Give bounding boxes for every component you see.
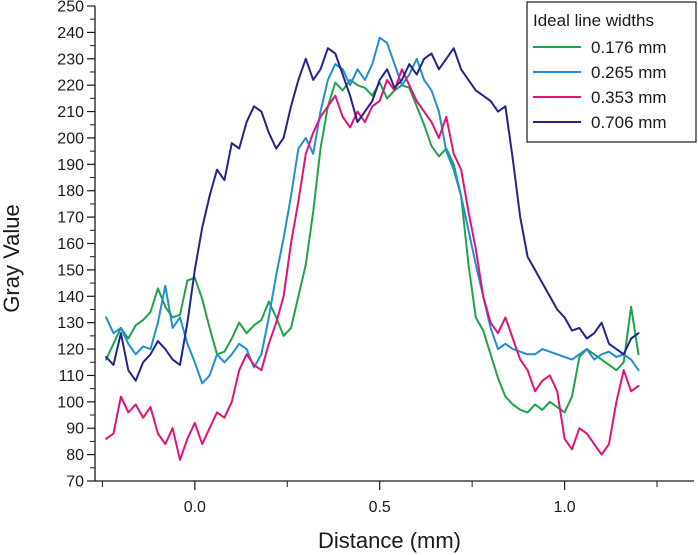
series-line-4 [105, 47, 640, 382]
x-axis-title: Distance (mm) [318, 528, 461, 553]
legend-title: Ideal line widths [533, 11, 654, 30]
x-tick-label: 0.0 [184, 499, 206, 516]
y-tick-label: 100 [57, 394, 84, 411]
legend-label-2: 0.265 mm [591, 63, 667, 82]
x-tick-label: 0.5 [369, 499, 391, 516]
y-tick-label: 150 [57, 262, 84, 279]
y-tick-label: 70 [66, 474, 84, 491]
series-layer [105, 36, 640, 461]
y-axis-title: Gray Value [0, 204, 24, 312]
legend-label-3: 0.353 mm [591, 88, 667, 107]
y-tick-label: 210 [57, 104, 84, 121]
y-tick-label: 250 [57, 0, 84, 16]
legend-label-1: 0.176 mm [591, 38, 667, 57]
y-tick-label: 240 [57, 25, 84, 42]
y-tick-label: 230 [57, 51, 84, 68]
x-tick-label: 1.0 [553, 499, 575, 516]
y-tick-label: 160 [57, 236, 84, 253]
series-line-3 [105, 68, 640, 461]
series-line-2 [105, 36, 640, 385]
legend: Ideal line widths 0.176 mm 0.265 mm 0.353 m… [526, 1, 697, 143]
y-tick-label: 200 [57, 130, 84, 147]
y-tick-label: 180 [57, 183, 84, 200]
y-tick-label: 170 [57, 210, 84, 227]
y-tick-label: 140 [57, 289, 84, 306]
y-tick-label: 220 [57, 78, 84, 95]
y-tick-label: 130 [57, 315, 84, 332]
y-tick-label: 110 [58, 368, 84, 385]
y-tick-label: 190 [57, 157, 84, 174]
legend-label-4: 0.706 mm [591, 113, 667, 132]
y-tick-label: 120 [57, 342, 84, 359]
y-tick-label: 80 [66, 447, 84, 464]
series-line-1 [105, 78, 640, 414]
y-tick-label: 90 [66, 421, 84, 438]
